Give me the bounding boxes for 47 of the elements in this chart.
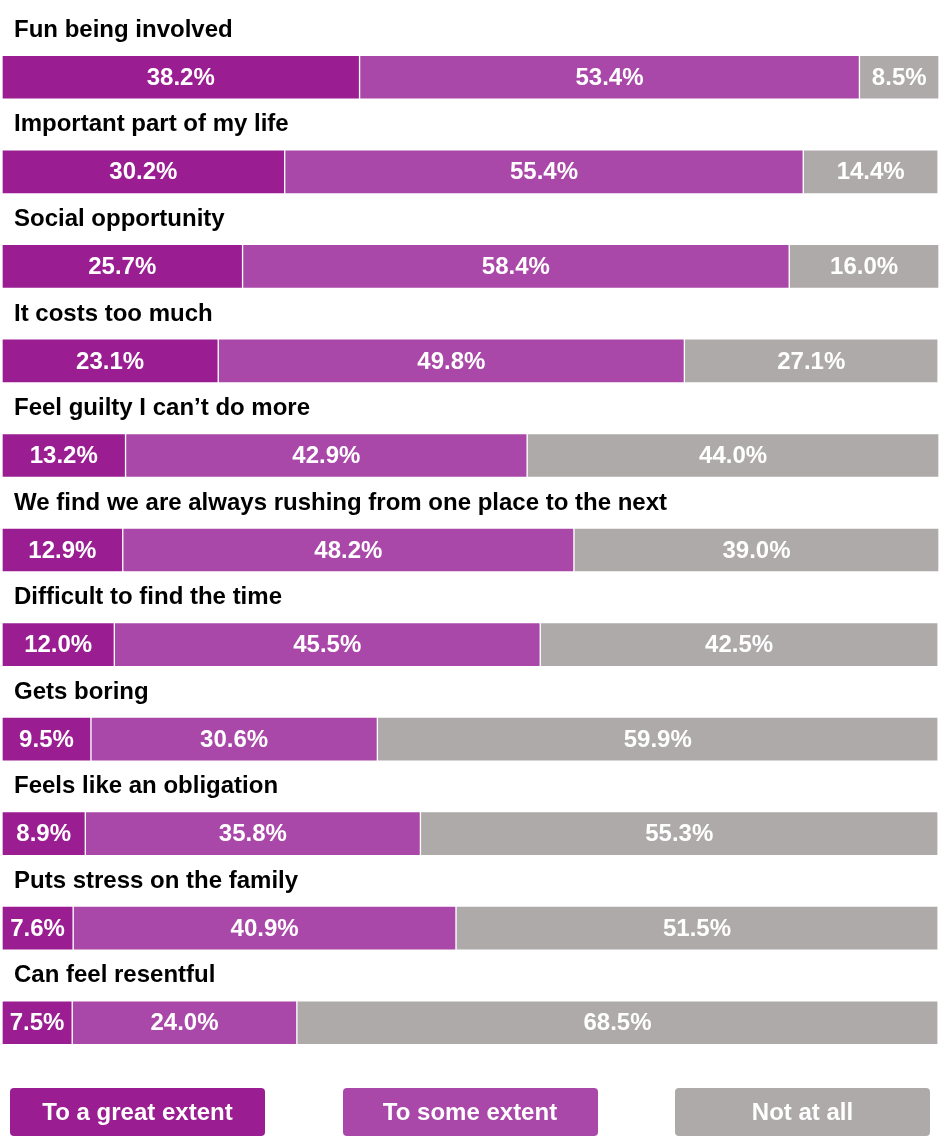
- y-tick-label: Important part of my life: [14, 109, 289, 137]
- data-label: 16.0%: [830, 251, 899, 279]
- data-label: 12.9%: [28, 535, 97, 563]
- data-label: 68.5%: [583, 1008, 652, 1036]
- data-label: 59.9%: [623, 724, 692, 752]
- data-label: 30.2%: [109, 157, 178, 185]
- data-label: 7.5%: [9, 1008, 65, 1036]
- y-tick-label: Feel guilty I can’t do more: [14, 393, 311, 421]
- y-tick-label: Feels like an obligation: [14, 771, 279, 799]
- data-label: 49.8%: [417, 346, 486, 374]
- data-label: 58.4%: [481, 251, 550, 279]
- data-label: 51.5%: [663, 913, 732, 941]
- data-label: 24.0%: [150, 1008, 219, 1036]
- y-tick-label: Puts stress on the family: [14, 865, 299, 893]
- data-label: 13.2%: [29, 441, 98, 469]
- data-label: 14.4%: [836, 157, 905, 185]
- data-label: 8.9%: [16, 819, 72, 847]
- text: To some extent: [342, 1088, 598, 1136]
- data-label: 35.8%: [218, 819, 287, 847]
- data-label: 40.9%: [230, 913, 299, 941]
- data-label: 42.9%: [292, 441, 361, 469]
- text: To a great extent: [10, 1088, 265, 1136]
- data-label: 55.3%: [645, 819, 714, 847]
- y-tick-label: Gets boring: [14, 676, 149, 704]
- y-tick-label: Difficult to find the time: [14, 582, 282, 610]
- data-label: 42.5%: [705, 630, 774, 658]
- data-label: 55.4%: [509, 157, 579, 185]
- data-label: 45.5%: [293, 630, 362, 658]
- data-label: 48.2%: [314, 535, 383, 563]
- text: Not at all: [675, 1088, 930, 1136]
- data-label: 38.2%: [146, 62, 215, 90]
- data-label: 7.6%: [10, 913, 65, 941]
- data-label: 27.1%: [777, 346, 846, 374]
- data-label: 30.6%: [200, 724, 269, 752]
- data-label: 53.4%: [575, 62, 644, 90]
- data-label: 12.0%: [24, 630, 93, 658]
- data-label: 23.1%: [76, 346, 145, 374]
- y-tick-label: It costs too much: [14, 298, 213, 326]
- y-tick-label: Social opportunity: [14, 203, 226, 231]
- data-label: 44.0%: [699, 441, 768, 469]
- data-label: 9.5%: [19, 724, 74, 752]
- y-tick-label: Can feel resentful: [14, 960, 216, 988]
- y-tick-label: Fun being involved: [14, 14, 233, 42]
- y-tick-label: We find we are always rushing from one place to the next: [14, 487, 668, 515]
- data-label: 25.7%: [88, 251, 157, 279]
- data-label: 8.5%: [871, 62, 927, 90]
- data-label: 39.0%: [722, 535, 791, 563]
